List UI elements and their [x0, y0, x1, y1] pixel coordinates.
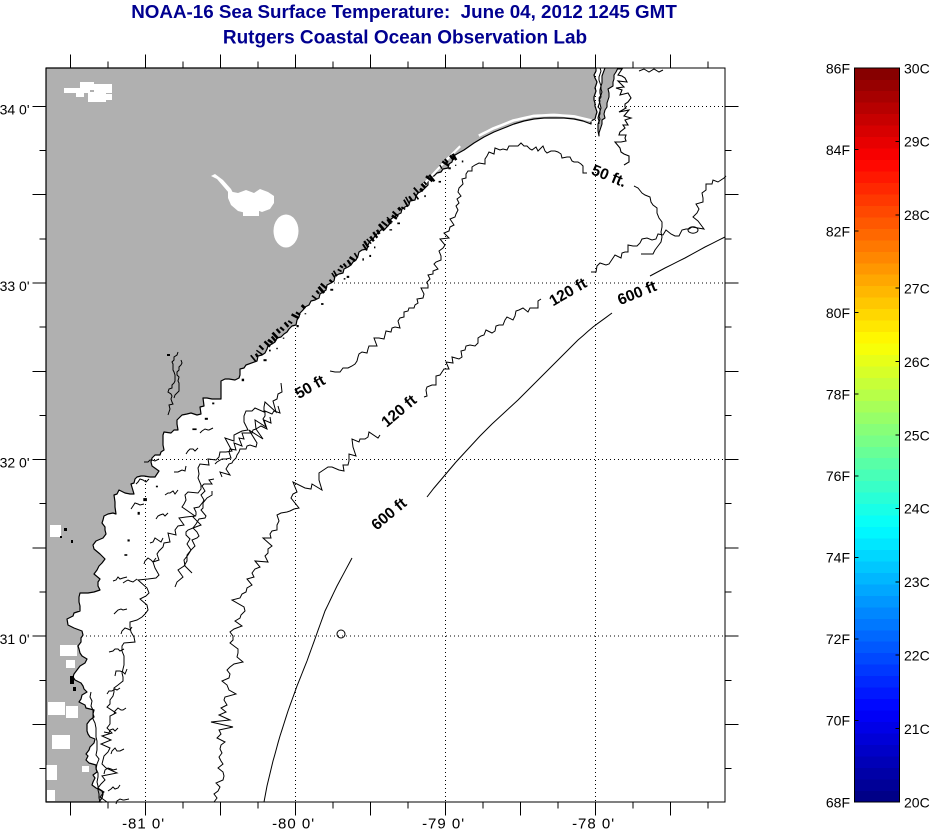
svg-text:22C: 22C: [904, 648, 930, 664]
svg-text:27C: 27C: [904, 281, 930, 297]
svg-text:-78 0': -78 0': [572, 816, 615, 832]
svg-text:76F: 76F: [826, 468, 850, 484]
svg-text:84F: 84F: [826, 142, 850, 158]
svg-text:82F: 82F: [826, 223, 850, 239]
svg-text:21C: 21C: [904, 721, 930, 737]
svg-text:78F: 78F: [826, 387, 850, 403]
svg-text:-80 0': -80 0': [272, 816, 315, 832]
svg-text:25C: 25C: [904, 427, 930, 443]
svg-text:33 0': 33 0': [0, 278, 30, 294]
svg-text:29C: 29C: [904, 134, 930, 150]
svg-text:30C: 30C: [904, 60, 930, 76]
svg-text:26C: 26C: [904, 354, 930, 370]
svg-text:68F: 68F: [826, 794, 850, 810]
svg-text:28C: 28C: [904, 207, 930, 223]
svg-text:32 0': 32 0': [0, 455, 30, 471]
svg-text:31 0': 31 0': [0, 631, 30, 647]
svg-text:NOAA-16 Sea Surface Temperatur: NOAA-16 Sea Surface Temperature: June 04…: [131, 1, 677, 22]
svg-text:70F: 70F: [826, 713, 850, 729]
svg-text:Rutgers Coastal Ocean Observat: Rutgers Coastal Ocean Observation Lab: [223, 28, 587, 49]
svg-text:72F: 72F: [826, 631, 850, 647]
svg-text:34 0': 34 0': [0, 102, 30, 118]
svg-text:80F: 80F: [826, 305, 850, 321]
svg-text:74F: 74F: [826, 550, 850, 566]
svg-text:24C: 24C: [904, 501, 930, 517]
svg-text:20C: 20C: [904, 794, 930, 810]
svg-text:86F: 86F: [826, 60, 850, 76]
svg-text:23C: 23C: [904, 574, 930, 590]
svg-text:-79 0': -79 0': [422, 816, 465, 832]
svg-text:-81 0': -81 0': [122, 816, 165, 832]
